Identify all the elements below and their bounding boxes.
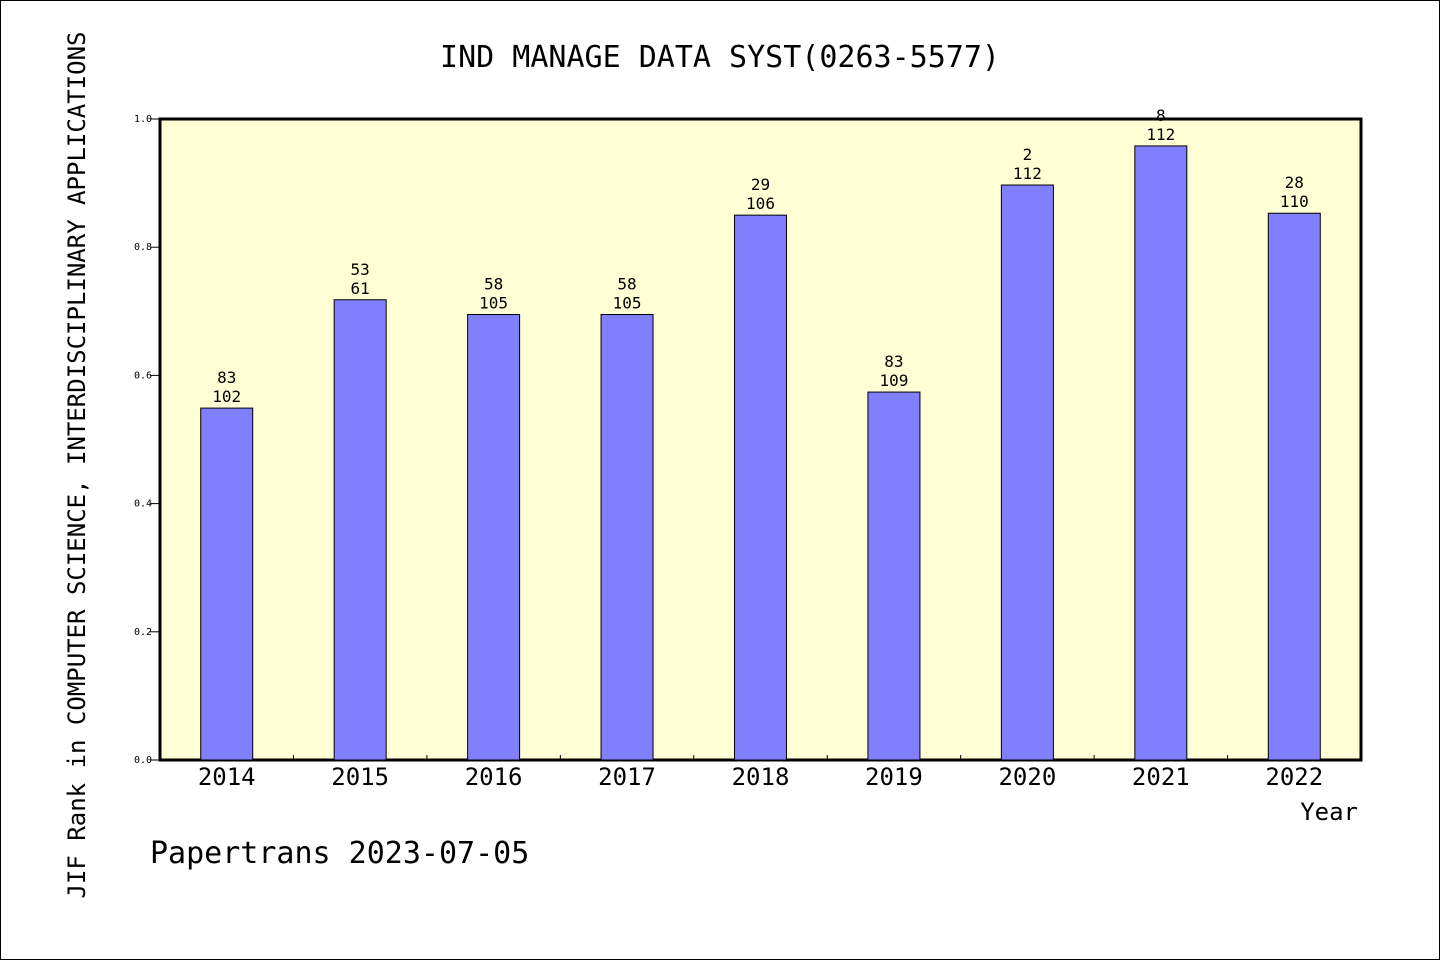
bar	[200, 407, 254, 761]
bar-total-label: 112	[1013, 164, 1042, 183]
bar-rank-label: 83	[884, 352, 903, 371]
bar-rank-label: 2	[1023, 145, 1033, 164]
bar-total-label: 102	[212, 387, 241, 406]
bar-total-label: 106	[746, 194, 775, 213]
bar	[333, 299, 387, 761]
bar-rank-label: 58	[484, 275, 503, 294]
x-tick-label: 2019	[865, 763, 923, 791]
bar-rank-label: 8	[1156, 106, 1166, 125]
x-tick-label: 2017	[598, 763, 656, 791]
y-axis-label: JIF Rank in COMPUTER SCIENCE, INTERDISCI…	[63, 32, 91, 899]
x-axis-label: Year	[1300, 798, 1358, 826]
bar	[1000, 184, 1054, 761]
bar	[1134, 145, 1188, 761]
bar-rank-label: 58	[617, 275, 636, 294]
footer-text: Papertrans 2023-07-05	[150, 836, 529, 871]
y-tick-label: 0.6	[134, 370, 152, 381]
x-tick-label: 2015	[331, 763, 389, 791]
bar-total-label: 61	[351, 279, 370, 298]
y-tick-label: 1.0	[134, 114, 152, 125]
bars	[200, 145, 1321, 761]
bar	[467, 314, 521, 761]
bar	[734, 214, 787, 761]
y-tick-label: 0.8	[134, 242, 152, 253]
y-tick-label: 0.0	[134, 755, 152, 766]
x-axis: 2014 2015 2016 2017 2018 2019 2020 2021 2022	[198, 755, 1323, 791]
bar-rank-label: 28	[1285, 173, 1304, 192]
chart-title: IND MANAGE DATA SYST(0263-5577)	[440, 40, 1000, 75]
bar-total-label: 109	[879, 371, 908, 390]
x-tick-label: 2014	[198, 763, 256, 791]
bar-total-label: 110	[1280, 192, 1309, 211]
bar-rank-label: 53	[351, 260, 370, 279]
x-tick-label: 2016	[465, 763, 523, 791]
y-tick-label: 0.2	[134, 627, 152, 638]
x-tick-label: 2020	[998, 763, 1056, 791]
bar	[1267, 212, 1321, 761]
bar-rank-label: 83	[217, 368, 236, 387]
x-tick-label: 2018	[732, 763, 790, 791]
x-tick-label: 2021	[1132, 763, 1190, 791]
bar-total-label: 105	[479, 294, 508, 313]
x-tick-label: 2022	[1265, 763, 1323, 791]
y-tick-label: 0.4	[134, 499, 152, 510]
bar-rank-label: 29	[751, 175, 770, 194]
bar-total-label: 105	[613, 294, 642, 313]
bar	[867, 391, 921, 761]
y-axis: 0.0 0.2 0.4 0.6 0.8 1.0	[134, 114, 160, 766]
bar	[600, 314, 654, 761]
bar-total-label: 112	[1146, 125, 1175, 144]
